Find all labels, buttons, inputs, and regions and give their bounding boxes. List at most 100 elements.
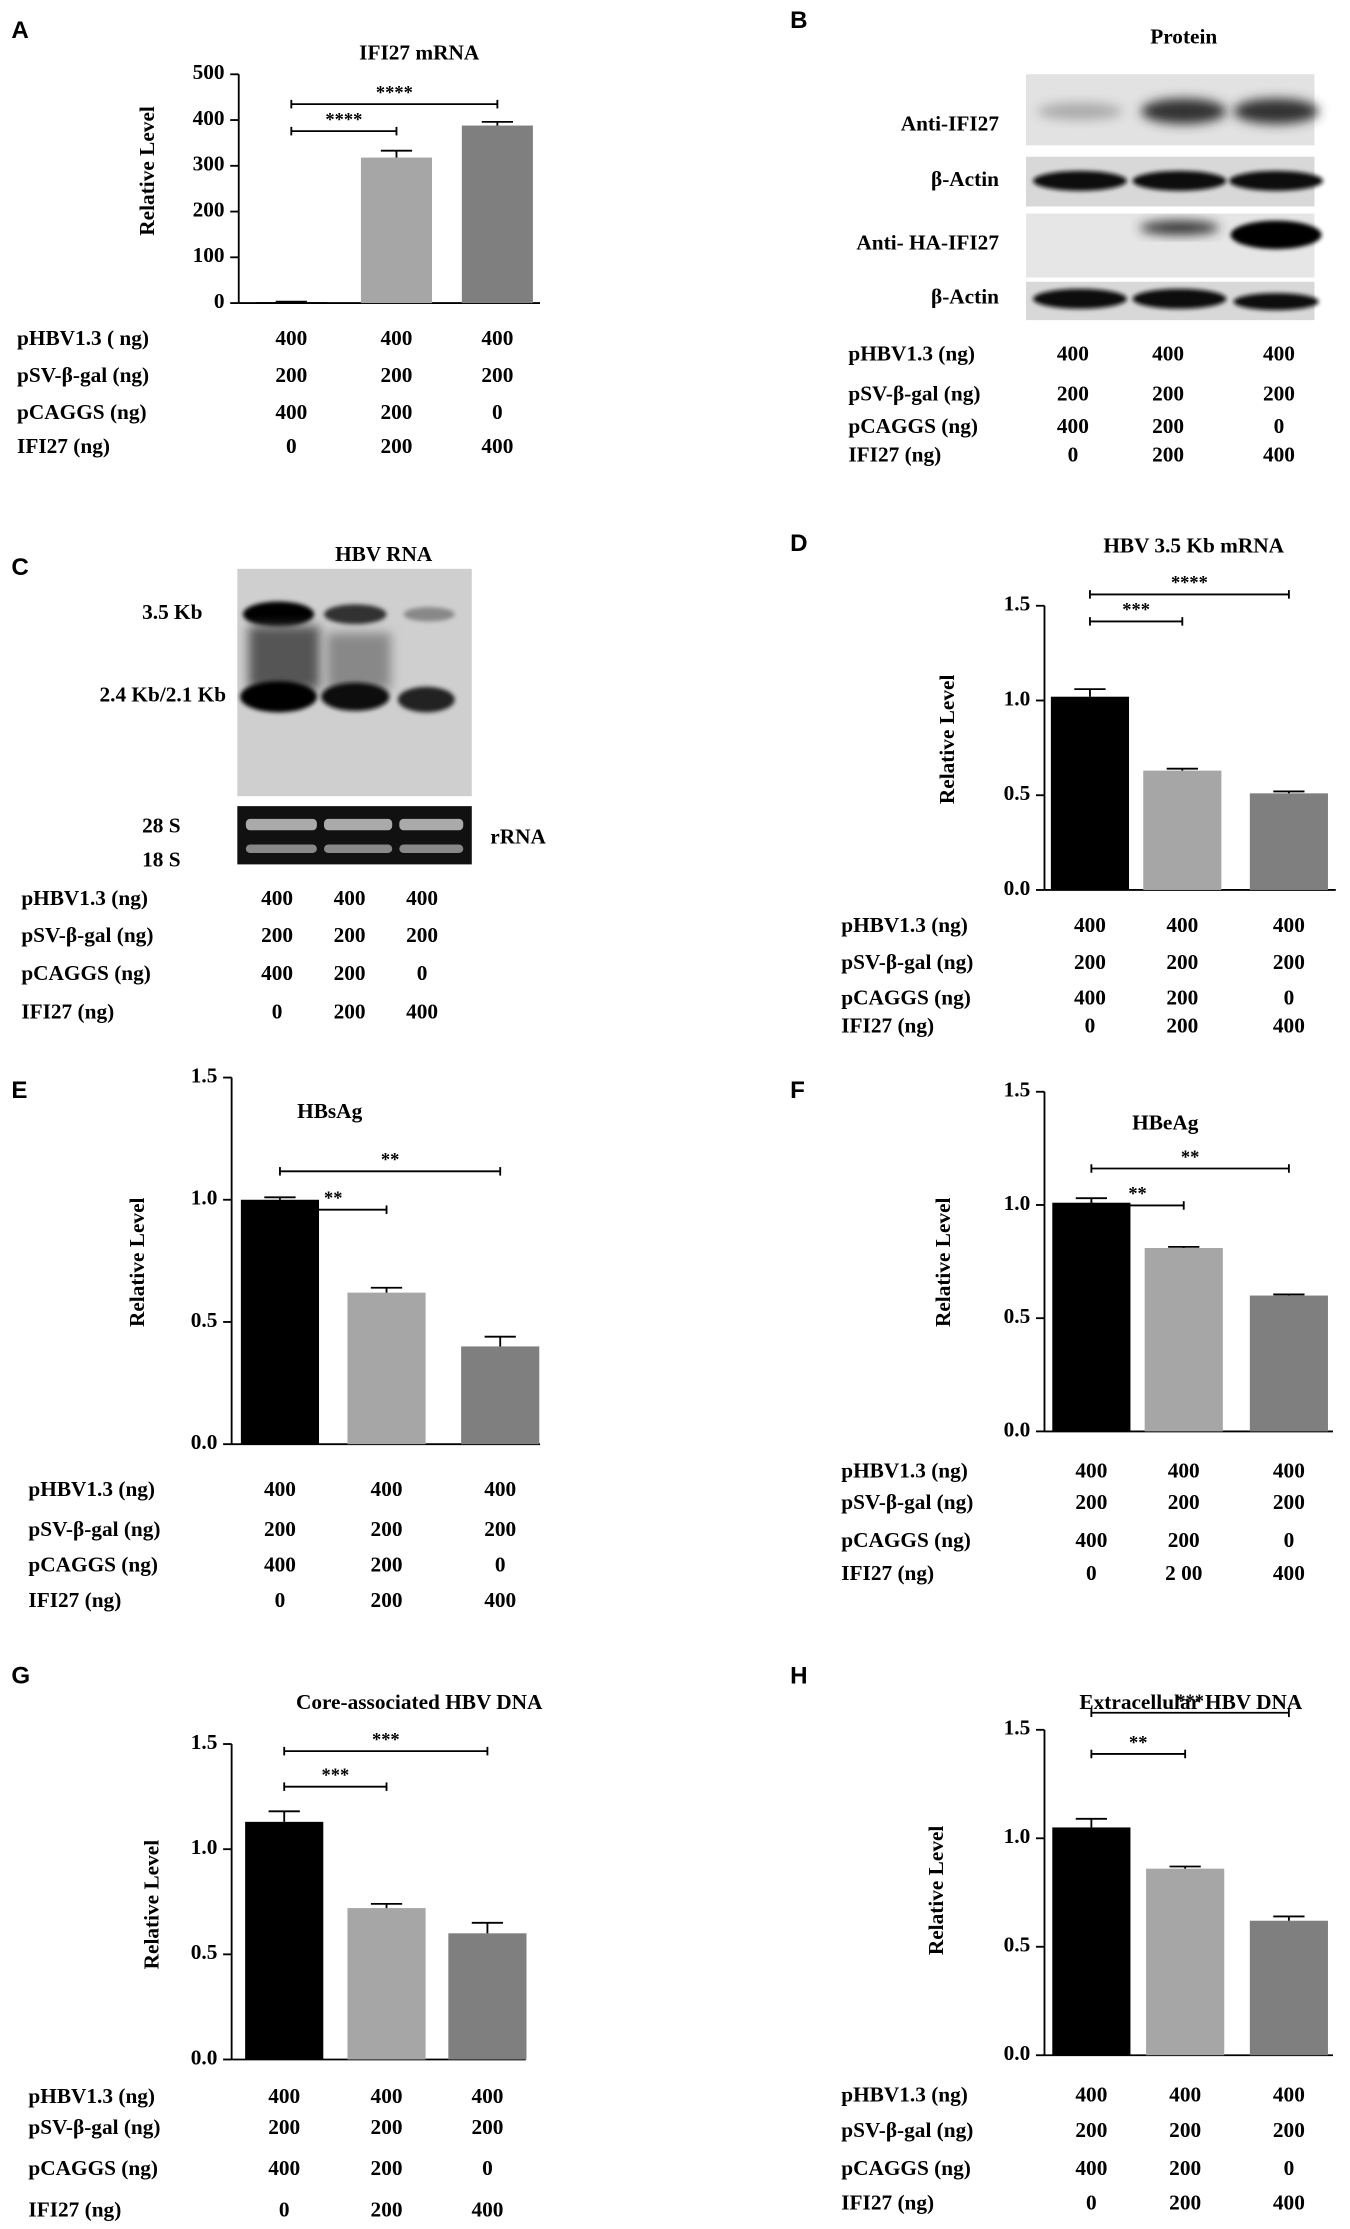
condition-value: 0: [1068, 442, 1079, 466]
significance-label: ****: [376, 82, 413, 102]
condition-value: 200: [371, 1588, 403, 1612]
condition-value: 0: [279, 2197, 290, 2221]
panel-letter: E: [11, 1077, 27, 1104]
bar: [347, 1292, 426, 1445]
bar: [1249, 1920, 1328, 2056]
condition-label: pSV-β-gal (ng): [848, 381, 980, 405]
bar: [1143, 770, 1222, 890]
y-tick-label: 1.0: [1004, 1191, 1031, 1215]
y-tick-label: 1.0: [191, 1186, 218, 1210]
significance-label: ****: [1171, 573, 1208, 593]
blot-row-label: Anti- HA-IFI27: [856, 231, 999, 255]
condition-value: 200: [1166, 1014, 1198, 1038]
condition-value: 400: [371, 1477, 403, 1501]
y-tick-label: 0.0: [1004, 876, 1031, 900]
bar: [1144, 1247, 1223, 1432]
y-tick-label: 0.0: [1004, 2041, 1031, 2065]
blot-title: HBV RNA: [335, 542, 433, 566]
chart-title: IFI27 mRNA: [359, 40, 480, 64]
condition-value: 400: [1263, 442, 1295, 466]
condition-label: pCAGGS (ng): [848, 414, 978, 438]
significance-label: **: [381, 1150, 399, 1170]
condition-label: pSV-β-gal (ng): [17, 363, 149, 387]
condition-label: pHBV1.3 (ng): [21, 886, 148, 910]
condition-value: 400: [1273, 1458, 1305, 1482]
condition-value: 200: [380, 400, 412, 424]
condition-value: 400: [406, 999, 438, 1023]
bar: [1249, 793, 1328, 890]
condition-value: 200: [371, 2197, 403, 2221]
y-tick-label: 200: [193, 197, 225, 221]
y-tick-label: 1.5: [1004, 1716, 1031, 1740]
blot-row-label: 28 S: [142, 813, 180, 837]
significance-label: **: [1128, 1184, 1146, 1204]
condition-value: 200: [1166, 950, 1198, 974]
condition-label: pHBV1.3 (ng): [841, 2082, 968, 2106]
condition-value: 400: [380, 326, 412, 350]
blot-side-label: rRNA: [490, 825, 546, 849]
condition-label: pCAGGS (ng): [841, 985, 971, 1009]
condition-value: 400: [1074, 985, 1106, 1009]
condition-value: 200: [1169, 2156, 1201, 2180]
condition-value: 2 00: [1165, 1561, 1202, 1585]
bar: [360, 157, 432, 304]
y-tick-label: 0.5: [1004, 1933, 1031, 1957]
condition-value: 0: [286, 434, 297, 458]
condition-value: 400: [481, 326, 513, 350]
y-tick-label: 1.0: [1004, 686, 1031, 710]
condition-label: pSV-β-gal (ng): [841, 950, 973, 974]
condition-value: 200: [371, 2115, 403, 2139]
y-tick-label: 300: [193, 152, 225, 176]
condition-value: 200: [406, 923, 438, 947]
condition-value: 400: [1166, 913, 1198, 937]
condition-value: 200: [1169, 2190, 1201, 2214]
bar: [347, 1908, 426, 2060]
condition-value: 0: [1284, 2156, 1295, 2180]
blot-row-label: Anti-IFI27: [901, 111, 1000, 135]
condition-value: 200: [1166, 985, 1198, 1009]
condition-label: pSV-β-gal (ng): [28, 2115, 160, 2139]
condition-value: 400: [1075, 1528, 1107, 1552]
condition-value: 400: [1168, 1458, 1200, 1482]
significance-label: **: [324, 1188, 342, 1208]
significance-label: **: [1181, 1147, 1199, 1167]
condition-value: 400: [1152, 342, 1184, 366]
condition-value: 400: [481, 434, 513, 458]
condition-value: 200: [1273, 950, 1305, 974]
condition-value: 0: [495, 1552, 506, 1576]
condition-value: 400: [1075, 2156, 1107, 2180]
panel-letter: A: [11, 17, 28, 44]
condition-value: 200: [334, 923, 366, 947]
condition-value: 200: [1169, 2118, 1201, 2142]
y-tick-label: 400: [193, 106, 225, 130]
condition-value: 200: [1168, 1490, 1200, 1514]
condition-label: IFI27 (ng): [21, 999, 114, 1023]
y-axis-label: Relative Level: [125, 1197, 149, 1327]
condition-label: pHBV1.3 (ng): [841, 913, 968, 937]
y-tick-label: 1.5: [191, 1063, 218, 1087]
condition-value: 400: [1273, 1014, 1305, 1038]
condition-value: 200: [1152, 381, 1184, 405]
panel-letter: C: [11, 554, 28, 581]
condition-value: 200: [334, 961, 366, 985]
condition-value: 200: [481, 363, 513, 387]
condition-value: 200: [261, 923, 293, 947]
condition-value: 400: [484, 1477, 516, 1501]
condition-value: 200: [371, 2156, 403, 2180]
chart-title: HBeAg: [1132, 1110, 1199, 1134]
western-blot: [1026, 74, 1323, 321]
condition-value: 0: [1274, 414, 1285, 438]
condition-value: 0: [272, 999, 283, 1023]
condition-value: 400: [471, 2084, 503, 2108]
condition-value: 200: [275, 363, 307, 387]
condition-value: 400: [1074, 913, 1106, 937]
y-tick-label: 1.5: [1004, 592, 1031, 616]
condition-value: 400: [264, 1552, 296, 1576]
condition-label: IFI27 (ng): [848, 442, 941, 466]
condition-label: pCAGGS (ng): [17, 400, 147, 424]
chart-title: HBsAg: [297, 1099, 362, 1123]
condition-value: 400: [261, 886, 293, 910]
condition-value: 400: [1075, 1458, 1107, 1482]
northern-blot: [237, 568, 472, 865]
condition-value: 400: [1273, 1561, 1305, 1585]
